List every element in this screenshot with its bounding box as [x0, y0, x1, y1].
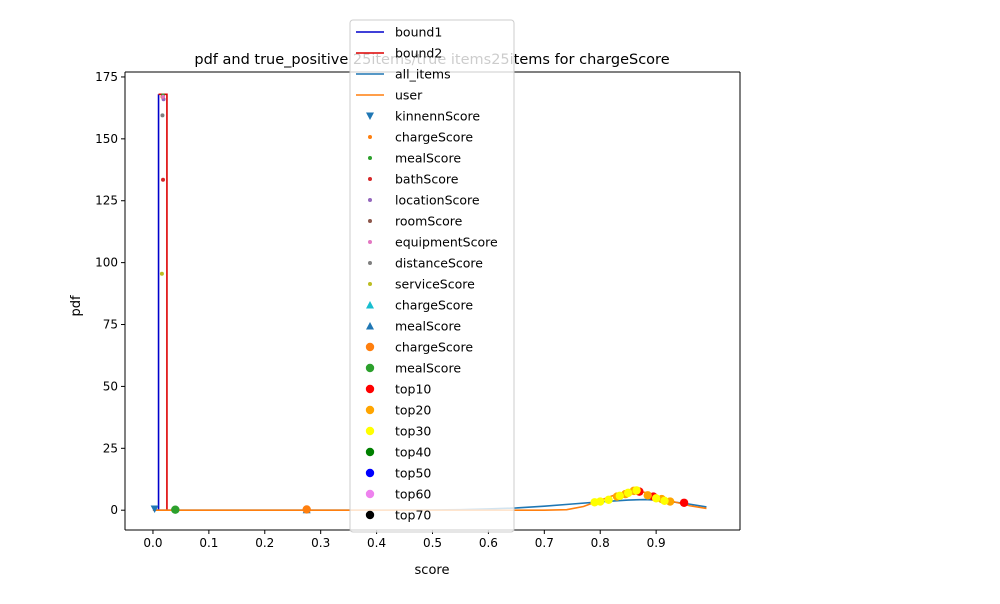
kinnennScore-point	[150, 505, 159, 513]
legend-swatch	[368, 198, 372, 202]
legend-swatch	[365, 489, 375, 499]
x-tick-label: 0.8	[591, 536, 610, 550]
y-axis-label: pdf	[69, 295, 84, 317]
legend-swatch	[365, 426, 375, 436]
bound1-line	[152, 94, 160, 511]
top30-point	[660, 496, 669, 505]
y-tick-label: 125	[95, 194, 118, 208]
legend-label: serviceScore	[395, 277, 475, 292]
legend-swatch	[366, 301, 374, 309]
legend-swatch	[368, 135, 372, 139]
legend-swatch	[365, 384, 375, 394]
x-tick-label: 0.6	[479, 536, 498, 550]
x-tick-label: 0.1	[199, 536, 218, 550]
legend-label: bound1	[395, 25, 442, 40]
legend-label: chargeScore	[395, 130, 473, 145]
top30-point	[615, 491, 624, 501]
x-tick-label: 0.7	[535, 536, 554, 550]
chargeScore-point	[302, 505, 311, 514]
equipmentScore-point	[161, 94, 166, 99]
y-tick-label: 50	[103, 379, 118, 393]
legend-label: bound2	[395, 46, 442, 61]
legend-swatch	[365, 510, 375, 520]
bound2-line	[158, 93, 168, 511]
legend-swatch	[365, 447, 375, 457]
top30-point	[596, 497, 605, 506]
distanceScore-point	[160, 113, 165, 118]
legend-label: top60	[395, 487, 431, 502]
serviceScore-point	[159, 271, 164, 276]
bathScore-point	[161, 177, 166, 182]
top30-point	[651, 494, 661, 503]
top30-point	[604, 495, 613, 504]
x-tick-label: 0.4	[367, 536, 386, 550]
x-tick-label: 0.5	[423, 536, 442, 550]
x-axis-label: score	[415, 563, 450, 578]
legend-label: top10	[395, 382, 431, 397]
legend-swatch	[368, 240, 372, 244]
legend-label: top30	[395, 424, 431, 439]
legend-swatch	[365, 342, 375, 352]
legend-label: chargeScore	[395, 340, 473, 355]
y-tick-label: 100	[95, 256, 118, 270]
legend-label: all_items	[395, 67, 451, 82]
legend-label: top70	[395, 508, 431, 523]
legend-swatch	[365, 468, 375, 478]
x-tick-label: 0.0	[143, 536, 162, 550]
legend-label: mealScore	[395, 319, 461, 334]
legend-label: mealScore	[395, 151, 461, 166]
legend-label: user	[395, 88, 423, 103]
legend-swatch	[368, 282, 372, 286]
legend-label: locationScore	[395, 193, 480, 208]
y-tick-label: 175	[95, 70, 118, 84]
legend-label: bathScore	[395, 172, 459, 187]
x-tick-label: 0.9	[647, 536, 666, 550]
y-tick-label: 0	[110, 503, 118, 517]
top20-point	[643, 491, 652, 500]
legend-swatch	[368, 261, 372, 265]
legend-swatch	[368, 219, 372, 223]
legend-label: equipmentScore	[395, 235, 498, 250]
legend-swatch	[368, 177, 372, 181]
y-tick-label: 25	[103, 441, 118, 455]
x-tick-label: 0.3	[311, 536, 330, 550]
mealScore-point	[171, 505, 180, 514]
top10-point	[679, 498, 689, 507]
legend-label: top50	[395, 466, 431, 481]
legend-swatch	[366, 112, 374, 120]
legend-label: top20	[395, 403, 431, 418]
legend-label: top40	[395, 445, 431, 460]
top30-point	[632, 486, 641, 495]
legend-swatch	[366, 322, 374, 330]
legend-label: roomScore	[395, 214, 463, 229]
y-tick-label: 75	[103, 318, 118, 332]
legend-swatch	[368, 156, 372, 160]
legend-swatch	[365, 363, 375, 373]
legend-label: mealScore	[395, 361, 461, 376]
legend-label: chargeScore	[395, 298, 473, 313]
x-tick-label: 0.2	[255, 536, 274, 550]
legend-box	[349, 19, 515, 533]
y-tick-label: 150	[95, 132, 118, 146]
legend-swatch	[365, 405, 375, 415]
top30-point	[623, 488, 633, 498]
legend-label: distanceScore	[395, 256, 483, 271]
legend-label: kinnennScore	[395, 109, 480, 124]
